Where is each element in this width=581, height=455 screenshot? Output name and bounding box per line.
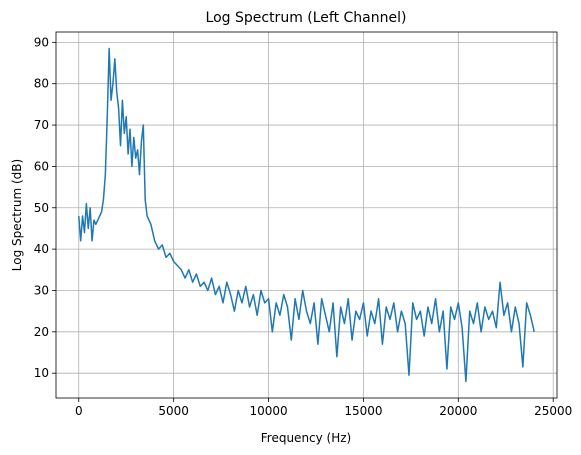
x-tick-label: 5000 [158, 404, 189, 418]
y-tick-label: 60 [34, 159, 49, 173]
x-axis-label: Frequency (Hz) [261, 431, 352, 445]
y-tick-label: 90 [34, 35, 49, 49]
x-tick-label: 25000 [534, 404, 572, 418]
y-axis-label: Log Spectrum (dB) [10, 159, 24, 271]
y-tick-label: 20 [34, 325, 49, 339]
x-tick-label: 0 [75, 404, 83, 418]
y-tick-label: 30 [34, 283, 49, 297]
y-tick-label: 70 [34, 118, 49, 132]
x-tick-label: 10000 [249, 404, 287, 418]
x-tick-label: 20000 [439, 404, 477, 418]
plot-frame [55, 31, 558, 399]
y-tick-label: 80 [34, 77, 49, 91]
chart-title: Log Spectrum (Left Channel) [206, 10, 407, 26]
y-tick-label: 40 [34, 242, 49, 256]
y-tick-label: 50 [34, 201, 49, 215]
x-tick-label: 15000 [344, 404, 382, 418]
y-tick-label: 10 [34, 366, 49, 380]
line-series [78, 47, 535, 383]
